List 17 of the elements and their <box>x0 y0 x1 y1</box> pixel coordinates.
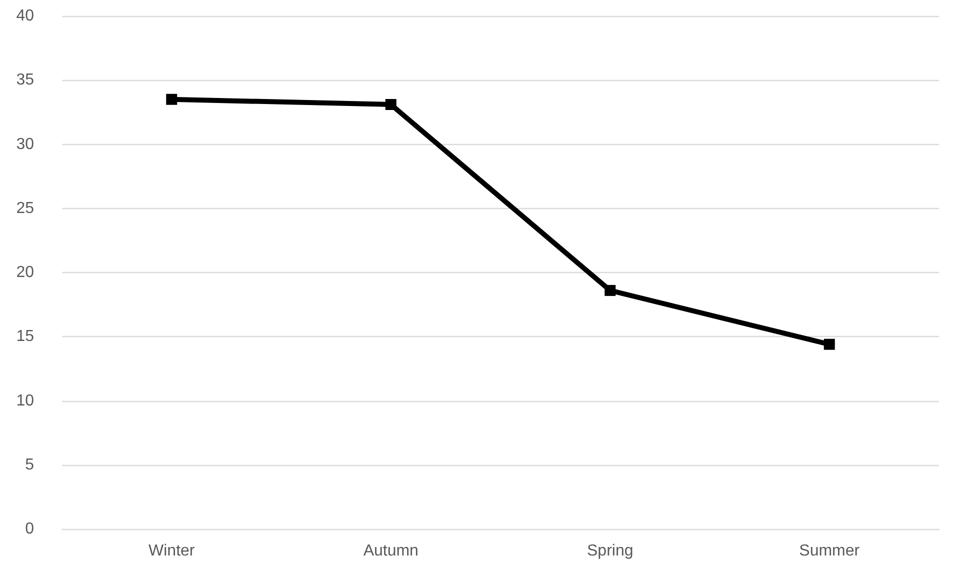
x-tick-label: Summer <box>799 542 860 560</box>
x-tick-label: Spring <box>587 542 634 560</box>
y-tick-label: 40 <box>16 8 34 24</box>
y-tick-label: 35 <box>16 72 34 89</box>
x-tick-label: Winter <box>148 542 196 560</box>
y-tick-label: 10 <box>16 392 34 410</box>
point <box>604 284 616 296</box>
point <box>166 94 178 105</box>
y-tick-label: 5 <box>25 456 34 474</box>
y-tick-label: 15 <box>16 328 34 346</box>
x-tick-label: Autumn <box>363 542 418 560</box>
point <box>824 338 835 350</box>
point <box>385 98 396 110</box>
y-tick-label: 25 <box>16 200 34 217</box>
y-tick-label: 0 <box>25 520 34 538</box>
y-tick-label: 30 <box>16 136 34 153</box>
y-tick-label: 20 <box>16 264 34 281</box>
